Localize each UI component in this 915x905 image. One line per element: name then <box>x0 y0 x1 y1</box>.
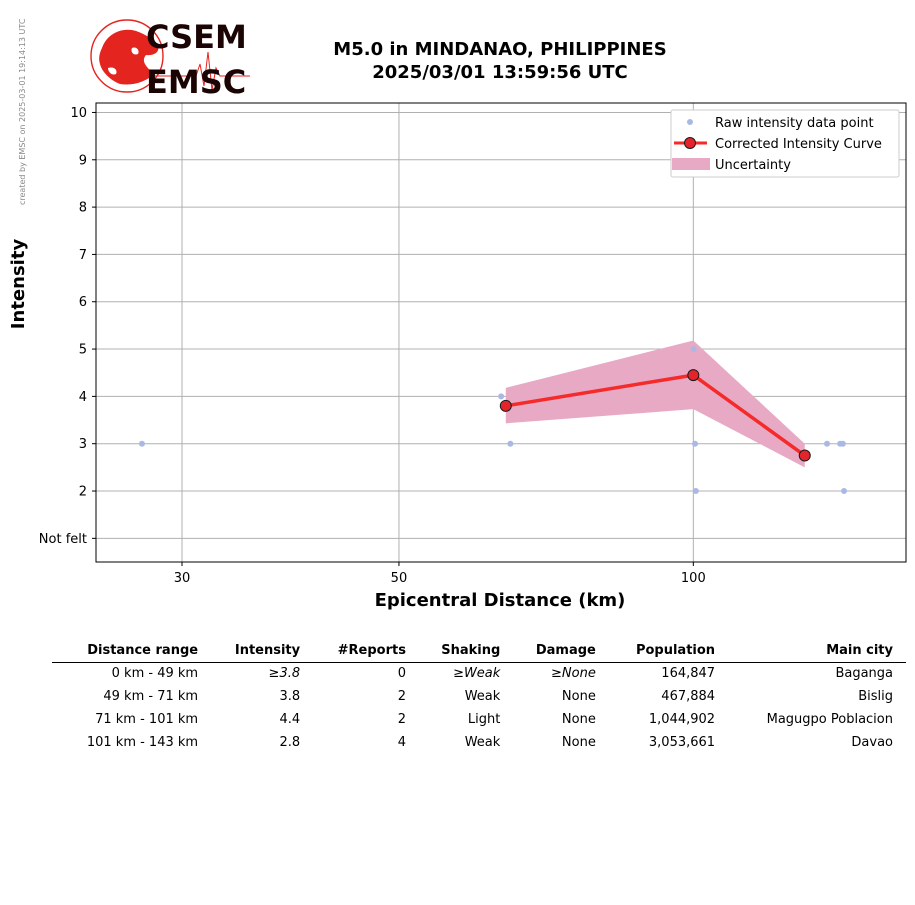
raw-intensity-point <box>692 440 699 447</box>
table-row: 71 km - 101 km 4.4 2 Light None 1,044,90… <box>52 709 906 732</box>
table-row: 101 km - 143 km 2.8 4 Weak None 3,053,66… <box>52 732 906 755</box>
raw-intensity-point <box>692 488 699 495</box>
logo-text-csem: CSEM <box>146 18 247 56</box>
plot-frame <box>95 102 907 563</box>
raw-intensity-point <box>824 440 831 447</box>
header-main-city: Main city <box>728 640 906 663</box>
raw-intensity-point <box>841 488 848 495</box>
cell-damage: ≥None <box>551 666 596 681</box>
cell-intensity: ≥3.8 <box>268 666 301 681</box>
raw-intensity-point <box>138 440 145 447</box>
x-tick-label: 100 <box>681 571 706 585</box>
raw-intensity-point <box>498 393 505 400</box>
logo-text-emsc: EMSC <box>146 63 246 98</box>
y-tick-label: 3 <box>79 437 87 452</box>
cell-intensity: 4.4 <box>279 712 301 727</box>
corrected-intensity-marker <box>798 449 811 462</box>
header-reports: #Reports <box>313 640 419 663</box>
uncertainty-band <box>505 340 805 468</box>
cell-distance-range: 0 km - 49 km <box>111 666 199 681</box>
x-tick-label: 30 <box>174 571 191 585</box>
raw-points-layer <box>138 346 848 495</box>
raw-intensity-point <box>507 440 514 447</box>
cell-shaking: Weak <box>464 689 501 704</box>
chart-title: M5.0 in MINDANAO, PHILIPPINES <box>333 39 667 60</box>
header-distance-range: Distance range <box>52 640 212 663</box>
raw-intensity-point <box>690 346 697 353</box>
raw-intensity-point <box>839 440 846 447</box>
cell-shaking: ≥Weak <box>453 666 501 681</box>
cell-intensity: 2.8 <box>279 735 301 750</box>
x-tick-label: 50 <box>391 571 408 585</box>
cell-population: 164,847 <box>661 666 716 681</box>
legend-label-uncertainty: Uncertainty <box>715 158 791 173</box>
chart-title-block: M5.0 in MINDANAO, PHILIPPINES 2025/03/01… <box>300 38 700 84</box>
csem-emsc-logo: CSEM EMSC <box>90 18 250 98</box>
corrected-intensity-marker <box>499 399 512 412</box>
x-axis-label: Epicentral Distance (km) <box>374 590 626 611</box>
y-tick-label: 6 <box>79 295 87 310</box>
intensity-curve-layer <box>499 369 811 462</box>
header-intensity: Intensity <box>211 640 314 663</box>
y-tick-label: 5 <box>79 343 87 358</box>
cell-damage: None <box>561 712 596 727</box>
cell-damage: None <box>561 735 596 750</box>
cell-reports: 2 <box>397 689 406 704</box>
legend-marker-raw <box>687 119 693 125</box>
y-tick-label: 4 <box>79 390 87 405</box>
cell-distance-range: 101 km - 143 km <box>86 735 199 750</box>
cell-shaking: Light <box>467 712 501 727</box>
cell-distance-range: 71 km - 101 km <box>95 712 199 727</box>
intensity-chart: Not felt 2 3 4 5 6 7 8 9 10 30 50 100 Raw intensity… <box>39 102 907 585</box>
header-damage: Damage <box>513 640 609 663</box>
legend-swatch-uncertainty <box>672 158 710 170</box>
legend-marker-curve <box>684 137 696 149</box>
chart-subtitle: 2025/03/01 13:59:56 UTC <box>372 62 628 83</box>
cell-population: 3,053,661 <box>648 735 716 750</box>
y-tick-label: 10 <box>70 106 87 121</box>
y-axis-ticks: Not felt 2 3 4 5 6 7 8 9 10 <box>39 106 96 547</box>
table-row: 49 km - 71 km 3.8 2 Weak None 467,884 Bi… <box>52 686 906 709</box>
table-header-row: Distance range Intensity #Reports Shakin… <box>52 640 906 663</box>
cell-reports: 2 <box>397 712 406 727</box>
cell-main-city: Magugpo Poblacion <box>766 712 893 727</box>
cell-reports: 0 <box>397 666 406 681</box>
y-axis-label: Intensity <box>8 238 29 330</box>
legend-label-raw: Raw intensity data point <box>715 116 874 131</box>
y-tick-label: 9 <box>79 153 87 168</box>
cell-population: 467,884 <box>661 689 716 704</box>
legend-box <box>670 109 900 178</box>
cell-population: 1,044,902 <box>648 712 716 727</box>
y-tick-label: 7 <box>79 248 87 263</box>
cell-damage: None <box>561 689 596 704</box>
y-tick-label: 2 <box>79 485 87 500</box>
legend-label-curve: Corrected Intensity Curve <box>715 137 882 152</box>
cell-main-city: Davao <box>851 735 893 750</box>
chart-legend: Raw intensity data point Corrected Inten… <box>670 109 900 178</box>
corrected-intensity-marker <box>687 369 700 382</box>
cell-main-city: Bislig <box>858 689 893 704</box>
cell-distance-range: 49 km - 71 km <box>103 689 199 704</box>
y-tick-label: 8 <box>79 201 87 216</box>
cell-reports: 4 <box>397 735 406 750</box>
header-population: Population <box>608 640 729 663</box>
intensity-summary-table: Distance range Intensity #Reports Shakin… <box>52 640 906 755</box>
y-tick-label: Not felt <box>39 532 87 547</box>
table-row: 0 km - 49 km ≥3.8 0 ≥Weak ≥None 164,847 … <box>52 663 906 687</box>
cell-shaking: Weak <box>464 735 501 750</box>
x-axis-ticks: 30 50 100 <box>174 562 706 585</box>
header-shaking: Shaking <box>418 640 514 663</box>
cell-main-city: Baganga <box>835 666 893 681</box>
uncertainty-band-layer <box>505 340 805 468</box>
cell-intensity: 3.8 <box>279 689 301 704</box>
